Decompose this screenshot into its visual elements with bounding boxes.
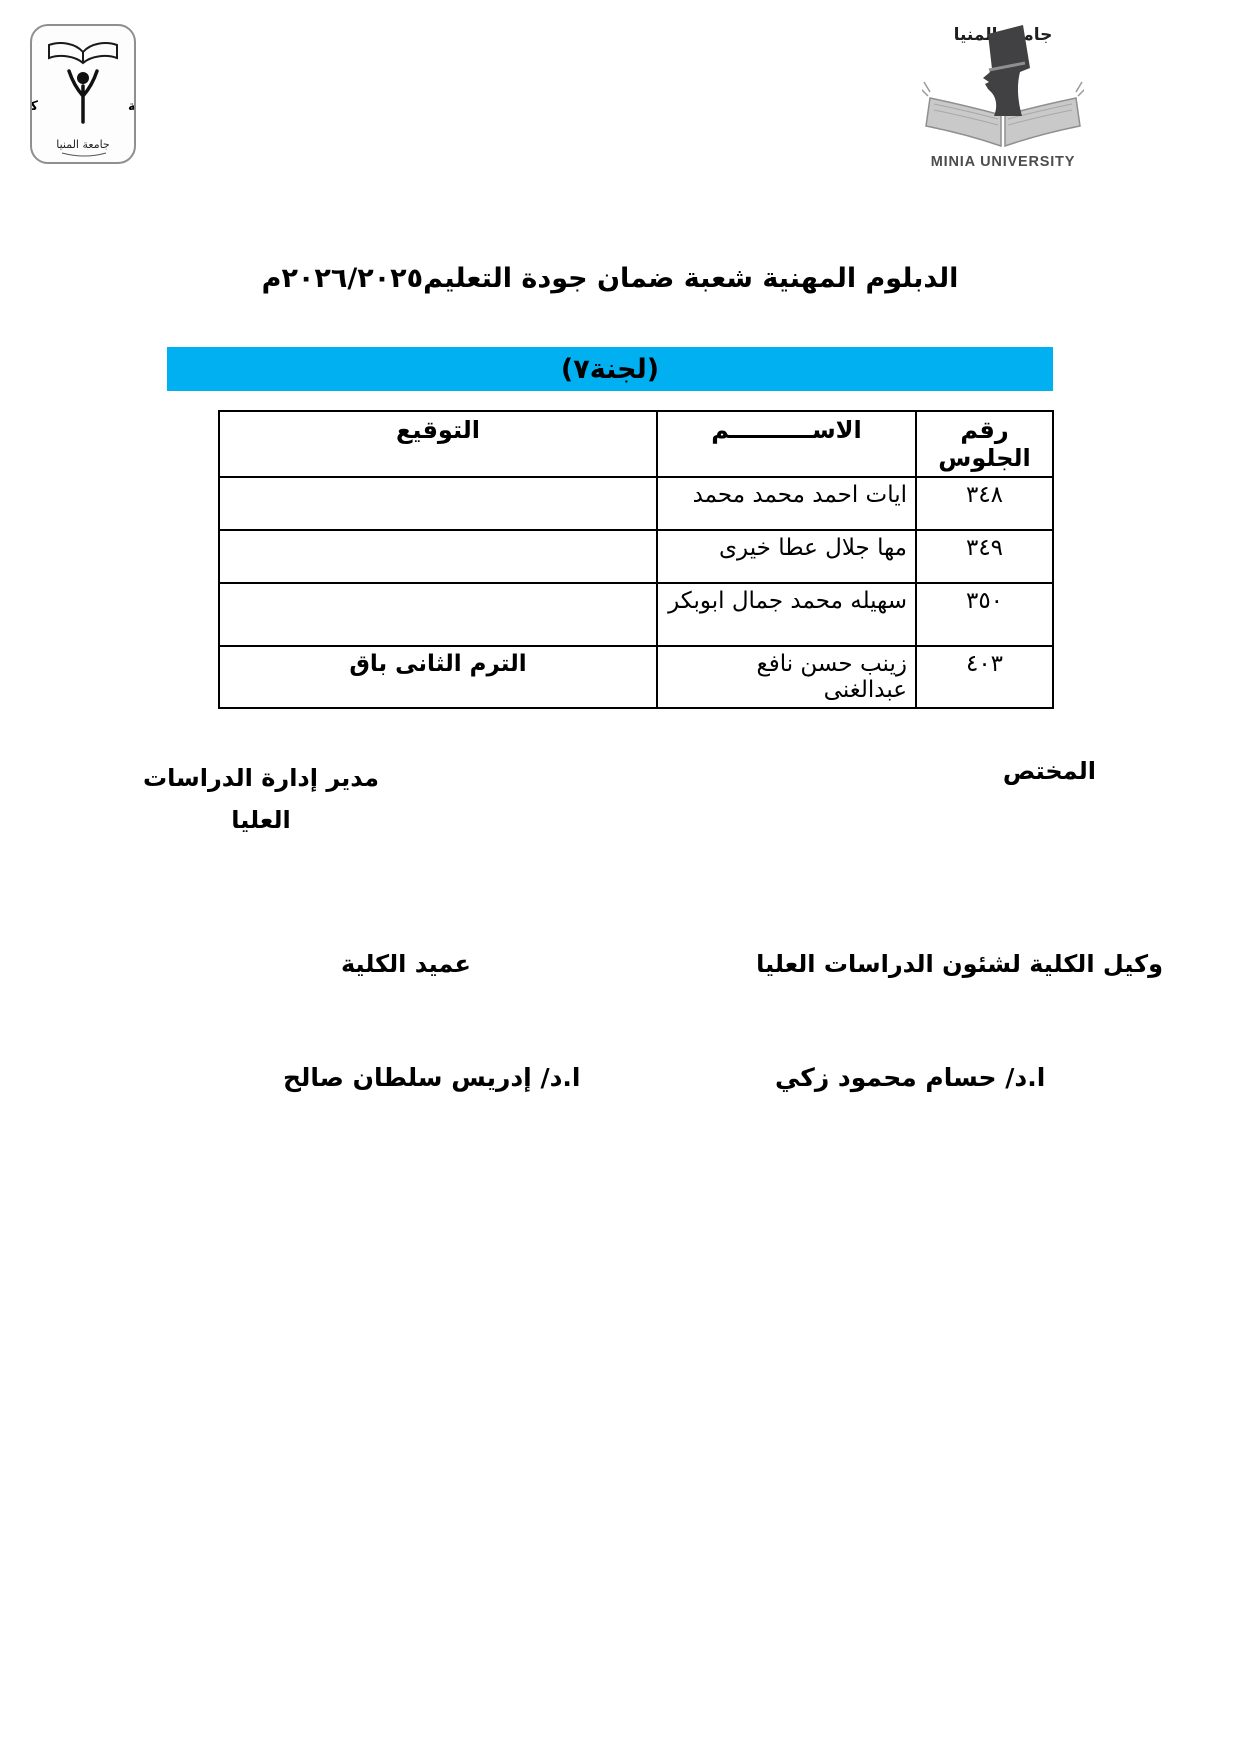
graduate-studies-director-title: مدير إدارة الدراسات العليا [128, 757, 394, 841]
seat-cell: ٤٠٣ [915, 645, 1054, 709]
signature-cell [218, 529, 658, 584]
seat-cell: ٣٥٠ [915, 582, 1054, 647]
vice-dean-name: ا.د/ حسام محمود زكي [775, 1063, 1046, 1092]
col-header-signature: التوقيع [218, 410, 658, 478]
signature-cell-hold-note: الترم الثانى باق [218, 645, 658, 709]
table-row: ٣٥٠ سهيله محمد جمال ابوبكر [218, 582, 1054, 647]
specialist-label: المختص [1002, 757, 1096, 785]
university-logo: جامعة المنيا MINIA UNIVERSITY [919, 18, 1087, 174]
faculty-word-right: التربية [128, 99, 134, 114]
person-icon [67, 69, 99, 124]
document-title: الدبلوم المهنية شعبة ضمان جودة التعليم٢٠… [261, 263, 959, 294]
seat-cell: ٣٤٨ [915, 476, 1054, 531]
seat-cell: ٣٤٩ [915, 529, 1054, 584]
name-cell: زينب حسن نافع عبدالغنى [656, 645, 917, 709]
nefertiti-icon [983, 25, 1030, 116]
signature-cell [218, 476, 658, 531]
table-row: ٣٤٨ ايات احمد محمد محمد [218, 476, 1054, 531]
name-cell: مها جلال عطا خيرى [656, 529, 917, 584]
faculty-word-left: كلية [32, 99, 38, 114]
director-title-line2: العليا [231, 806, 291, 834]
faculty-bottom-script: جامعة المنيا [56, 138, 110, 151]
col-header-seat-no: رقم الجلوس [915, 410, 1054, 478]
student-table: رقم الجلوس الاســــــــــم التوقيع ٣٤٨ ا… [218, 410, 1054, 709]
name-cell: سهيله محمد جمال ابوبكر [656, 582, 917, 647]
open-book-icon [919, 81, 1087, 148]
director-title-line1: مدير إدارة الدراسات [142, 764, 379, 792]
university-name-english: MINIA UNIVERSITY [931, 154, 1075, 170]
university-logo-graphic: جامعة المنيا MINIA UNIVERSITY [919, 25, 1087, 170]
table-header-row: رقم الجلوس الاســــــــــم التوقيع [218, 410, 1054, 478]
faculty-logo-graphic: كلية التربية جامعة المنيا [12, 42, 169, 157]
dean-title: عميد الكلية [341, 950, 471, 978]
signature-cell [218, 582, 658, 647]
table-row: ٤٠٣ زينب حسن نافع عبدالغنى الترم الثانى … [218, 645, 1054, 709]
name-cell: ايات احمد محمد محمد [656, 476, 917, 531]
faculty-logo: كلية التربية جامعة المنيا [12, 24, 169, 164]
vice-dean-title: وكيل الكلية لشئون الدراسات العليا [756, 950, 1163, 978]
dean-name: ا.د/ إدريس سلطان صالح [283, 1063, 581, 1092]
committee-banner: (لجنة٧) [167, 347, 1053, 391]
table-row: ٣٤٩ مها جلال عطا خيرى [218, 529, 1054, 584]
open-book-icon [48, 42, 118, 65]
col-header-name: الاســــــــــم [656, 410, 917, 478]
